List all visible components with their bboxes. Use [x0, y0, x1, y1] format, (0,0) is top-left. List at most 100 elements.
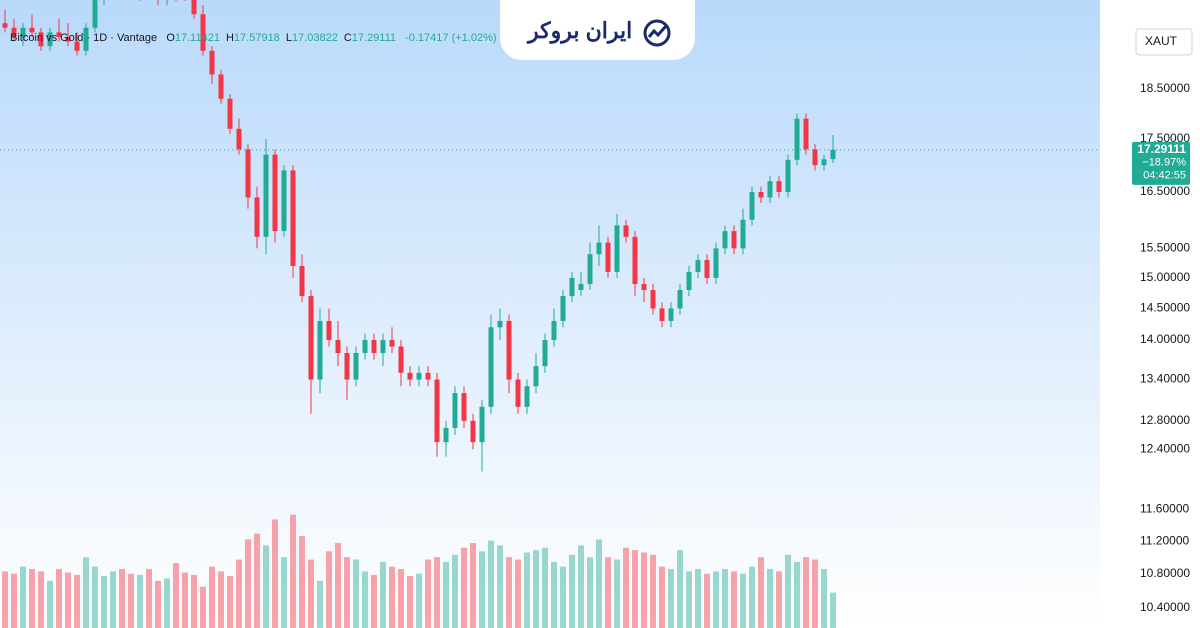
- volume-bar: [83, 557, 89, 628]
- candle-body: [434, 379, 440, 443]
- countdown: 04:42:55: [1143, 170, 1186, 182]
- volume-bar: [659, 566, 665, 628]
- candle-body: [65, 36, 71, 42]
- legend: Bitcoin vs Gold · 1D · Vantage O17.11421…: [10, 32, 503, 44]
- y-tick-label: 13.40000: [1140, 372, 1190, 386]
- volume-bar: [569, 554, 575, 628]
- candle-body: [686, 271, 692, 290]
- ohlc-value: 17.29111: [351, 32, 397, 44]
- volume-bar: [119, 569, 125, 628]
- candle-body: [281, 170, 287, 232]
- candle-body: [83, 27, 89, 51]
- volume-bar: [587, 557, 593, 628]
- volume-bar: [632, 550, 638, 628]
- volume-bar: [434, 557, 440, 628]
- y-tick-label: 12.80000: [1140, 413, 1190, 427]
- candle-body: [488, 327, 494, 407]
- candle-body: [605, 242, 611, 272]
- candle-body: [641, 283, 647, 290]
- brand-name: ایران بروکر: [528, 18, 633, 43]
- candle-body: [785, 159, 791, 193]
- volume-bar: [785, 554, 791, 628]
- candle-body: [452, 393, 458, 428]
- volume-bar: [686, 571, 692, 628]
- volume-bar: [830, 592, 836, 628]
- volume-bar: [335, 543, 341, 628]
- candle-body: [479, 406, 485, 443]
- ticker: XAUT: [1145, 34, 1178, 48]
- volume-bar: [488, 540, 494, 628]
- candle-body: [380, 340, 386, 354]
- volume-bar: [641, 552, 647, 628]
- volume-bar: [533, 550, 539, 628]
- candle-body: [551, 320, 557, 341]
- last-price-tag: [1132, 141, 1190, 185]
- volume-bar: [479, 551, 485, 628]
- candle-body: [218, 74, 224, 99]
- candle-body: [650, 289, 656, 309]
- volume-bar: [146, 569, 152, 628]
- candle-body: [461, 393, 467, 421]
- last-price: 17.29111: [1137, 142, 1186, 156]
- volume-bar: [74, 574, 80, 628]
- candle-body: [632, 236, 638, 284]
- candle-body: [470, 420, 476, 443]
- volume-bar: [245, 539, 251, 628]
- volume-bar: [227, 576, 233, 628]
- ticker-box[interactable]: [1135, 28, 1193, 56]
- candle-body: [317, 320, 323, 380]
- volume-bar: [407, 576, 413, 628]
- volume-bar: [128, 573, 134, 628]
- volume-bar: [506, 557, 512, 628]
- volume-bar: [623, 547, 629, 628]
- volume-bar: [272, 519, 278, 628]
- candle-body: [506, 320, 512, 380]
- candle-body: [830, 149, 836, 160]
- volume-bar: [821, 569, 827, 628]
- volume-bar: [65, 572, 71, 628]
- y-tick-label: 10.80000: [1140, 566, 1190, 580]
- low-tag-bg: [1136, 0, 1192, 16]
- y-tick-label: 15.50000: [1140, 241, 1190, 255]
- candle-body: [416, 372, 422, 380]
- volume-bar: [443, 561, 449, 628]
- candle-body: [92, 0, 98, 28]
- candle-body: [200, 14, 206, 51]
- candle-body: [758, 192, 764, 198]
- candle-body: [362, 340, 368, 354]
- volume-bar: [236, 559, 242, 628]
- volume-bar: [155, 580, 161, 628]
- candle-body: [695, 260, 701, 272]
- volume-bar: [308, 559, 314, 628]
- volume-bar: [470, 543, 476, 628]
- candle-body: [596, 242, 602, 255]
- volume-bar: [650, 554, 656, 628]
- ohlc-value: 17.03822: [291, 32, 338, 44]
- candle-body: [740, 219, 746, 249]
- volume-bar: [92, 566, 98, 628]
- candle-body: [560, 296, 566, 321]
- plot-background: [0, 0, 1100, 628]
- candle-body: [425, 372, 431, 380]
- candle-body: [668, 308, 674, 321]
- ohlc-value: 17.11421: [174, 32, 220, 44]
- volume-bar: [776, 571, 782, 628]
- candle-body: [587, 254, 593, 284]
- volume-bar: [614, 559, 620, 628]
- candle-body: [803, 118, 809, 150]
- candle-body: [749, 192, 755, 220]
- volume-bar: [371, 574, 377, 628]
- ohlc-key: O: [166, 32, 175, 44]
- volume-bar: [29, 569, 35, 628]
- candle-body: [263, 154, 269, 237]
- symbol: Bitcoin vs Gold · 1D · Vantage: [10, 32, 158, 44]
- candle-body: [542, 340, 548, 367]
- candle-body: [794, 118, 800, 160]
- candle-body: [623, 225, 629, 237]
- candle-body: [533, 366, 539, 387]
- ohlc-key: H: [225, 32, 234, 44]
- volume-bar: [164, 578, 170, 628]
- candle-body: [497, 320, 503, 328]
